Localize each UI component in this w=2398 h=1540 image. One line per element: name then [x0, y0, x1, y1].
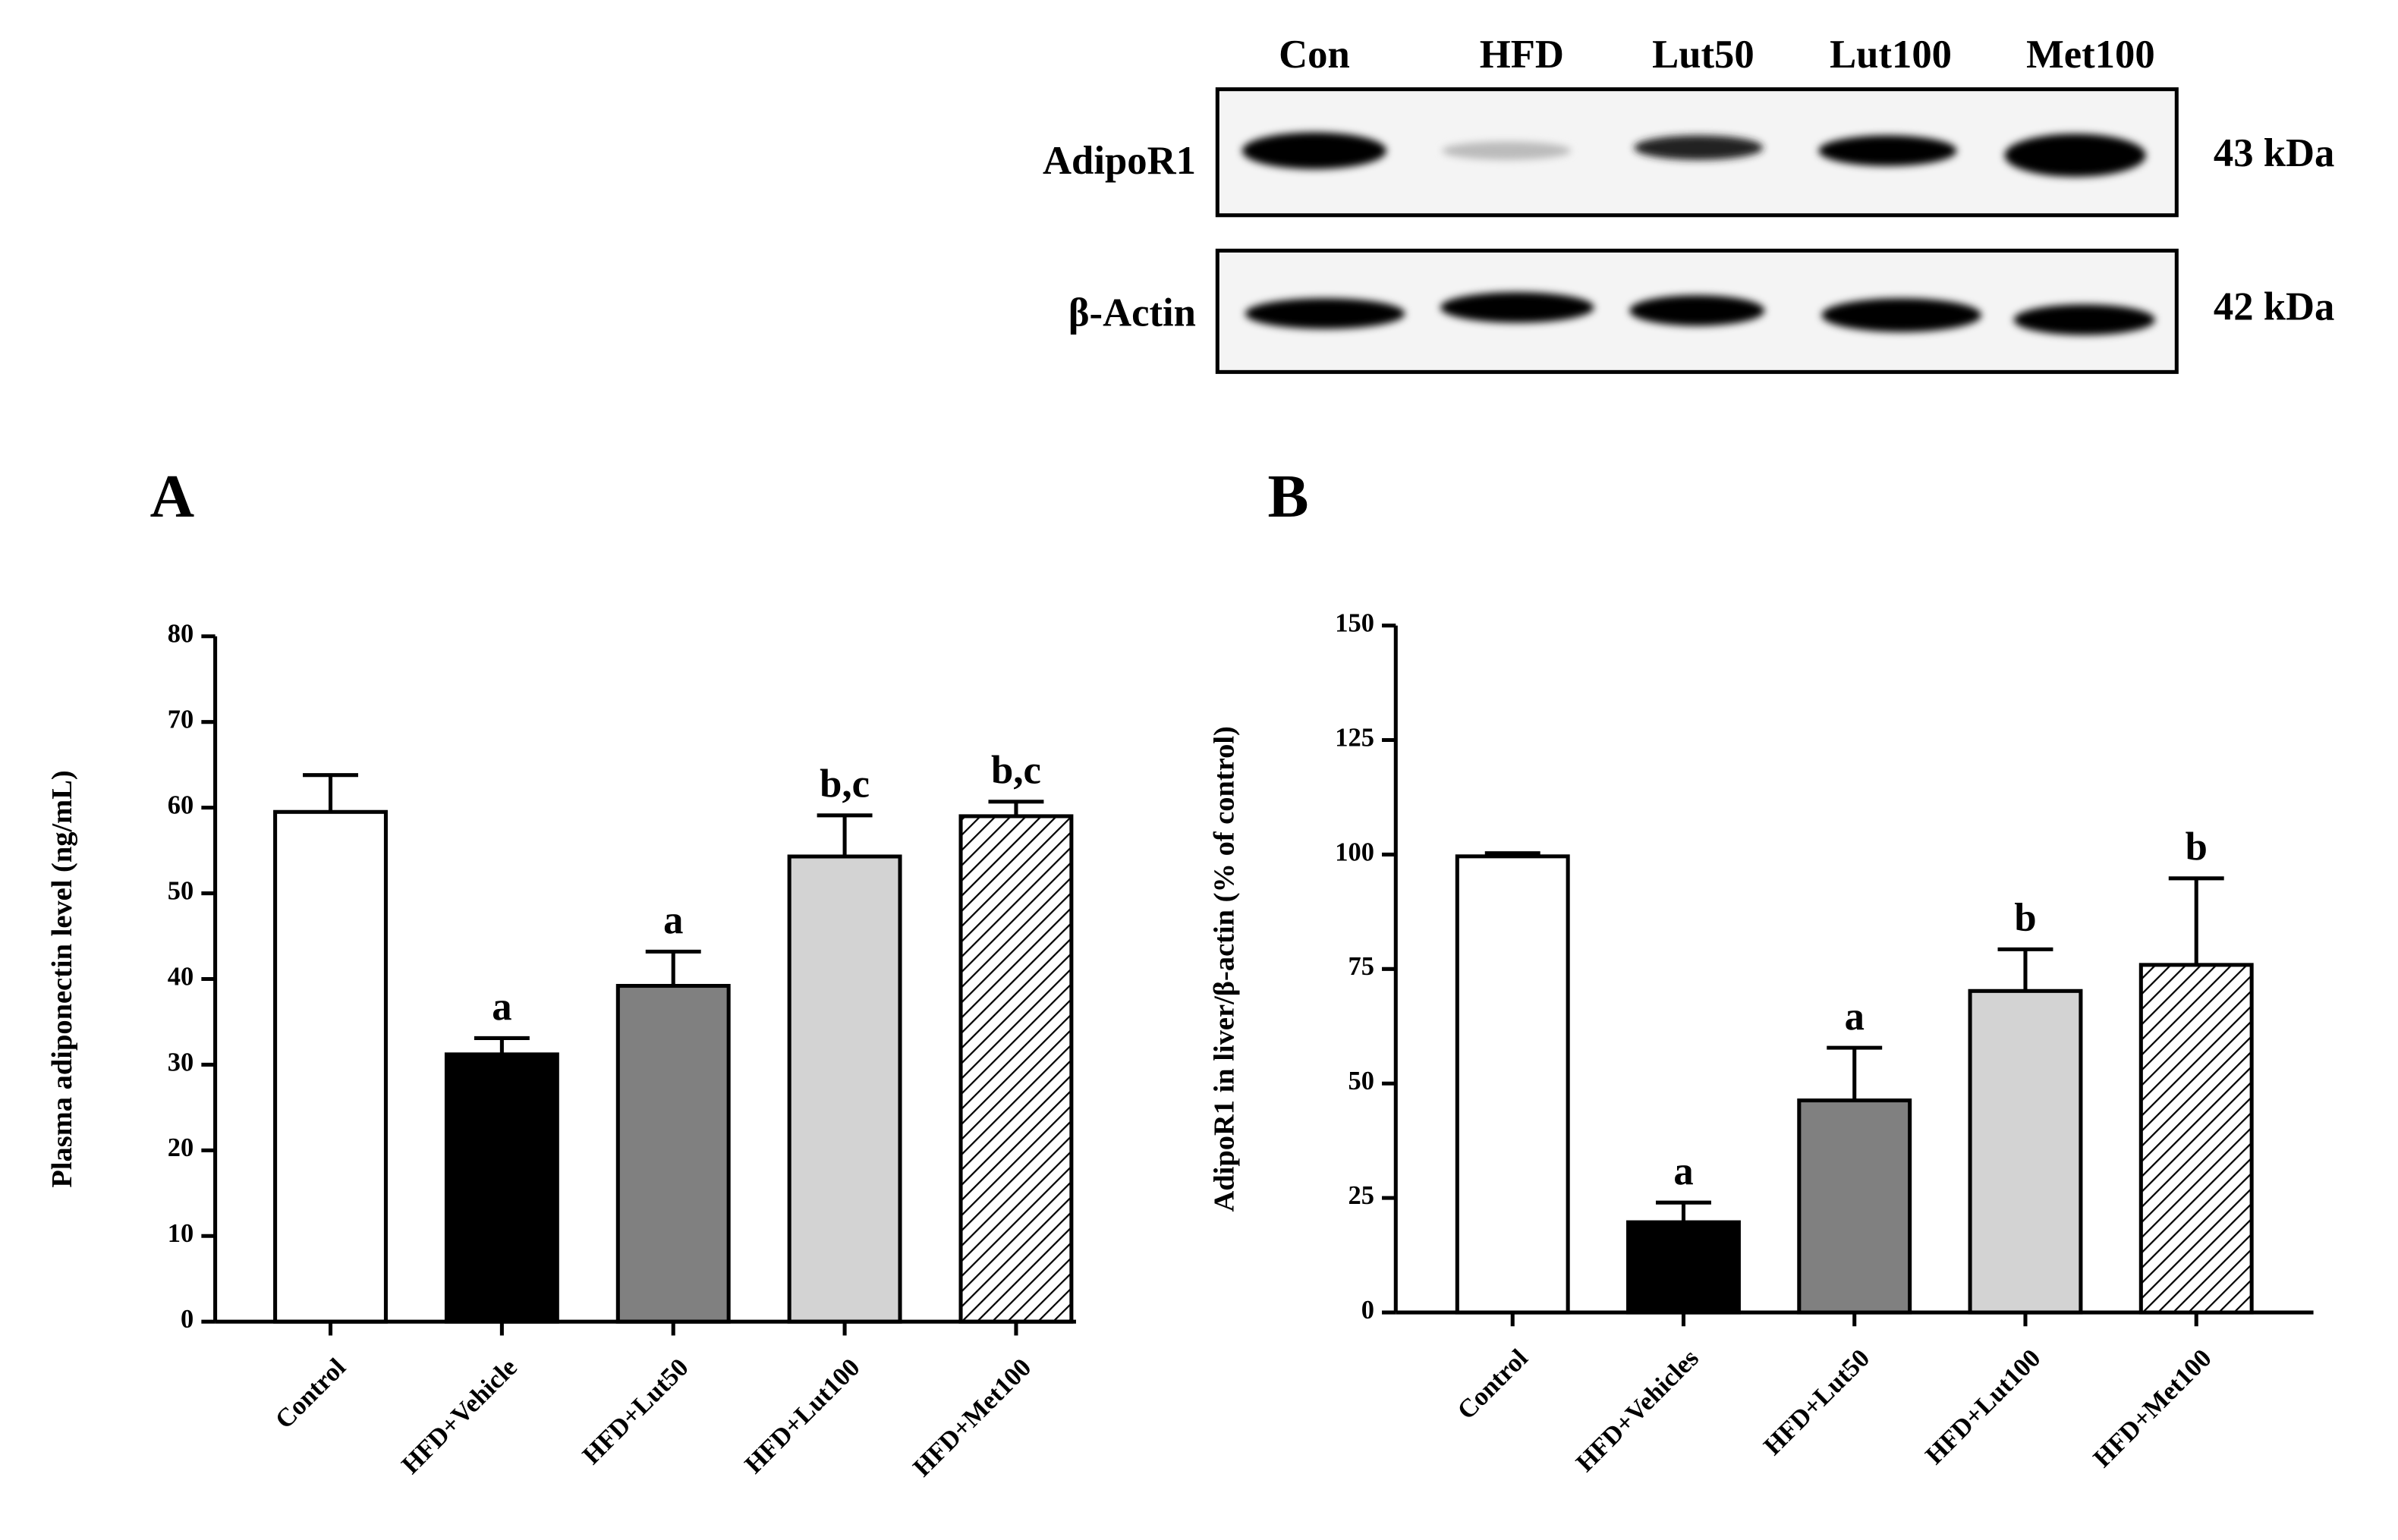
bar	[1797, 1098, 1912, 1315]
panel-label: A	[150, 462, 195, 530]
y-tick-label: 50	[1348, 1067, 1374, 1095]
significance-label: b,c	[820, 762, 870, 806]
x-tick-label: HFD+Lut50	[577, 1353, 694, 1469]
bar	[958, 814, 1074, 1324]
y-tick-label: 40	[168, 962, 194, 991]
x-tick-label: HFD+Met100	[908, 1353, 1037, 1482]
bar	[615, 983, 731, 1324]
row-label: β-Actin	[1068, 291, 1196, 335]
y-axis-label: Plasma adiponectin level (ng/mL)	[46, 770, 78, 1187]
y-tick-label: 0	[181, 1305, 194, 1334]
bands	[1241, 132, 2155, 335]
lane-label: Lut100	[1830, 33, 1952, 77]
bar	[787, 854, 902, 1324]
x-tick-label: HFD+Lut100	[739, 1353, 866, 1479]
size-label: 43 kDa	[2214, 131, 2334, 175]
y-tick-label: 80	[168, 620, 194, 649]
x-tick-label: HFD+Lut50	[1758, 1344, 1875, 1460]
significance-label: a	[492, 985, 511, 1029]
panel-label: B	[1267, 462, 1308, 530]
significance-label: b	[2186, 825, 2208, 869]
bar	[1968, 988, 2083, 1315]
bar	[273, 809, 388, 1324]
y-tick-label: 100	[1335, 838, 1374, 866]
x-tick-label: HFD+Met100	[2088, 1344, 2217, 1473]
y-tick-label: 125	[1335, 723, 1374, 752]
significance-label: a	[1845, 995, 1865, 1039]
y-tick-label: 60	[168, 791, 194, 820]
significance-label: b	[2014, 896, 2036, 940]
bar	[444, 1052, 559, 1324]
x-tick-label: HFD+Vehicles	[1571, 1344, 1704, 1477]
y-tick-label: 10	[168, 1219, 194, 1248]
lane-label: HFD	[1480, 33, 1564, 77]
y-tick-label: 150	[1335, 608, 1374, 637]
bar	[1455, 854, 1570, 1315]
significance-label: a	[663, 898, 683, 942]
x-tick-label: Control	[269, 1353, 351, 1435]
y-tick-label: 25	[1348, 1181, 1374, 1210]
y-tick-label: 75	[1348, 952, 1374, 981]
x-tick-label: HFD+Lut100	[1920, 1344, 2047, 1470]
y-tick-label: 50	[168, 876, 194, 905]
row-label: AdipoR1	[1043, 139, 1196, 183]
size-label: 42 kDa	[2214, 284, 2334, 328]
y-axis-label: AdipoR1 in liver/β-actin (% of control)	[1208, 726, 1240, 1212]
y-tick-label: 0	[1361, 1296, 1374, 1325]
y-tick-label: 70	[168, 706, 194, 734]
lane-label: Con	[1279, 33, 1350, 77]
significance-label: b,c	[991, 748, 1041, 792]
bar	[2138, 963, 2254, 1315]
x-tick-label: HFD+Vehicle	[396, 1353, 523, 1479]
y-tick-label: 30	[168, 1048, 194, 1076]
western-blot: Con HFD Lut50 Lut100 Met100 AdipoR1 β-Ac…	[1043, 33, 2334, 374]
y-tick-label: 20	[168, 1133, 194, 1162]
x-tick-label: Control	[1452, 1344, 1534, 1425]
bar	[1626, 1220, 1741, 1315]
lane-label: Lut50	[1652, 33, 1754, 77]
lane-label: Met100	[2026, 33, 2155, 77]
significance-label: a	[1673, 1149, 1693, 1193]
